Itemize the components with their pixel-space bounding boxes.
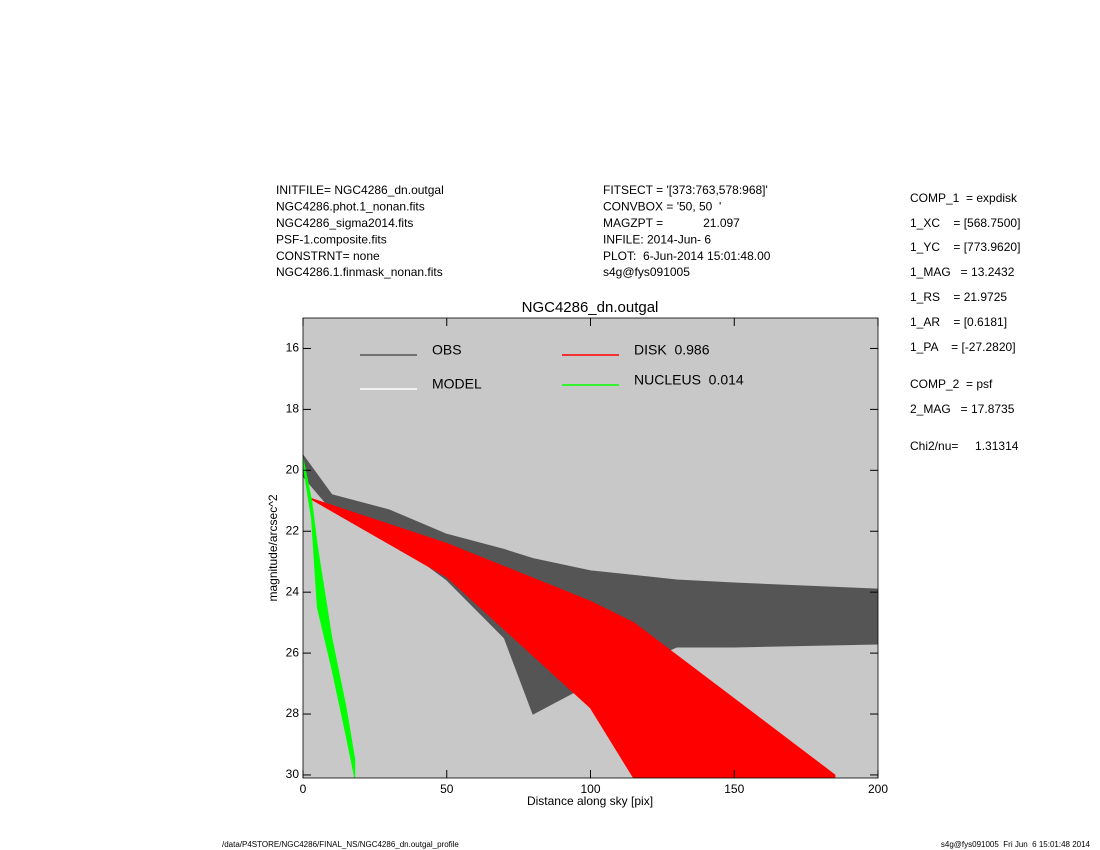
y-tick-label: 22	[286, 523, 300, 537]
y-tick-label: 24	[286, 584, 300, 598]
x-tick-label: 100	[580, 782, 600, 796]
fit-parameter: 1_RS = 21.9725	[910, 290, 1007, 304]
footer-path: /data/P4STORE/NGC4286/FINAL_NS/NGC4286_d…	[222, 840, 459, 849]
header-line: NGC4286.phot.1_nonan.fits	[276, 200, 425, 214]
x-tick-label: 0	[300, 782, 307, 796]
y-tick-label: 30	[286, 767, 300, 781]
footer-stamp: s4g@fys091005 Fri Jun 6 15:01:48 2014	[941, 840, 1091, 849]
fit-parameter: 1_XC = [568.7500]	[910, 216, 1020, 230]
legend-label: NUCLEUS 0.014	[634, 372, 744, 388]
header-line: FITSECT = '[373:763,578:968]'	[603, 183, 768, 197]
header-line: MAGZPT = 21.097	[603, 216, 740, 230]
chart-title: NGC4286_dn.outgal	[522, 299, 659, 316]
y-tick-label: 18	[286, 402, 300, 416]
header-line: CONSTRNT= none	[276, 249, 380, 263]
fit-parameter: 1_MAG = 13.2432	[910, 265, 1015, 279]
legend-label: MODEL	[432, 376, 482, 392]
header-line: INFILE: 2014-Jun- 6	[603, 232, 711, 246]
header-line: NGC4286_sigma2014.fits	[276, 216, 413, 230]
header-line: INITFILE= NGC4286_dn.outgal	[276, 183, 444, 197]
x-axis-label: Distance along sky [pix]	[527, 794, 653, 808]
fit-parameter: COMP_2 = psf	[910, 377, 993, 391]
y-tick-label: 26	[286, 645, 300, 659]
y-tick-label: 20	[286, 462, 300, 476]
plot-background	[303, 318, 878, 778]
data-band	[303, 458, 356, 778]
header-line: s4g@fys091005	[603, 265, 690, 279]
header-line: CONVBOX = '50, 50 '	[603, 200, 721, 214]
fit-parameter: Chi2/nu= 1.31314	[910, 439, 1019, 453]
y-tick-label: 16	[286, 341, 300, 355]
fit-parameter: 1_AR = [0.6181]	[910, 315, 1007, 329]
header-line: NGC4286.1.finmask_nonan.fits	[276, 265, 443, 279]
legend-label: DISK 0.986	[634, 342, 710, 358]
x-tick-label: 200	[868, 782, 888, 796]
fit-parameter: 2_MAG = 17.8735	[910, 402, 1015, 416]
y-axis-label: magnitude/arcsec^2	[266, 494, 280, 601]
fit-parameter: 1_YC = [773.9620]	[910, 240, 1020, 254]
y-tick-label: 28	[286, 706, 300, 720]
fit-parameter: COMP_1 = expdisk	[910, 191, 1018, 205]
x-tick-label: 50	[440, 782, 454, 796]
header-line: PSF-1.composite.fits	[276, 232, 387, 246]
fit-parameter: 1_PA = [-27.2820]	[910, 340, 1016, 354]
data-band	[308, 497, 836, 778]
header-line: PLOT: 6-Jun-2014 15:01:48.00	[603, 249, 771, 263]
legend-label: OBS	[432, 342, 462, 358]
x-tick-label: 150	[724, 782, 744, 796]
plot-area	[303, 454, 878, 778]
